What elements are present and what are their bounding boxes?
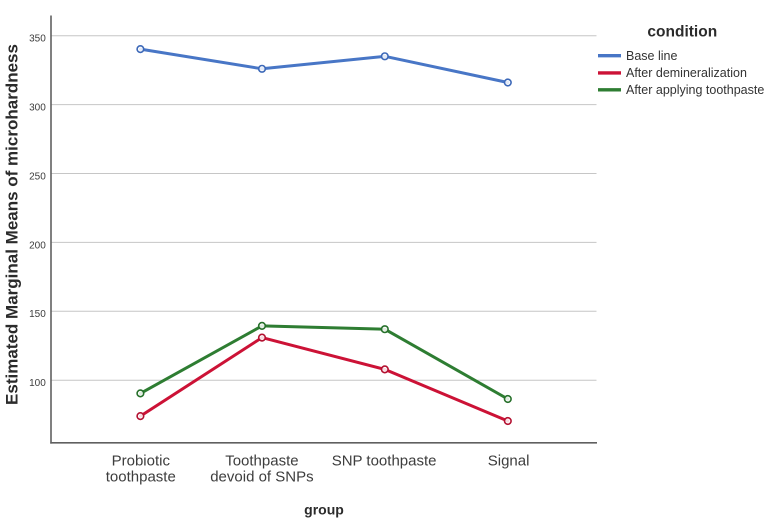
svg-text:100: 100 — [29, 378, 46, 389]
svg-text:group: group — [304, 502, 344, 518]
svg-text:condition: condition — [647, 23, 717, 40]
svg-text:150: 150 — [29, 309, 46, 320]
svg-text:SNP toothpaste: SNP toothpaste — [332, 453, 437, 470]
svg-text:Probiotic: Probiotic — [112, 453, 171, 470]
svg-text:350: 350 — [29, 34, 46, 45]
svg-text:After demineralization: After demineralization — [626, 66, 747, 80]
svg-text:Toothpaste: Toothpaste — [225, 453, 298, 470]
svg-text:Base line: Base line — [626, 49, 677, 63]
svg-text:Signal: Signal — [488, 453, 530, 470]
svg-text:toothpaste: toothpaste — [106, 469, 176, 486]
svg-text:devoid of SNPs: devoid of SNPs — [210, 469, 313, 486]
svg-text:Estimated Marginal Means of mi: Estimated Marginal Means of microhardnes… — [3, 44, 22, 405]
svg-text:200: 200 — [29, 240, 46, 251]
svg-text:300: 300 — [29, 103, 46, 114]
svg-text:After applying toothpaste: After applying toothpaste — [626, 83, 764, 97]
svg-text:250: 250 — [29, 171, 46, 182]
